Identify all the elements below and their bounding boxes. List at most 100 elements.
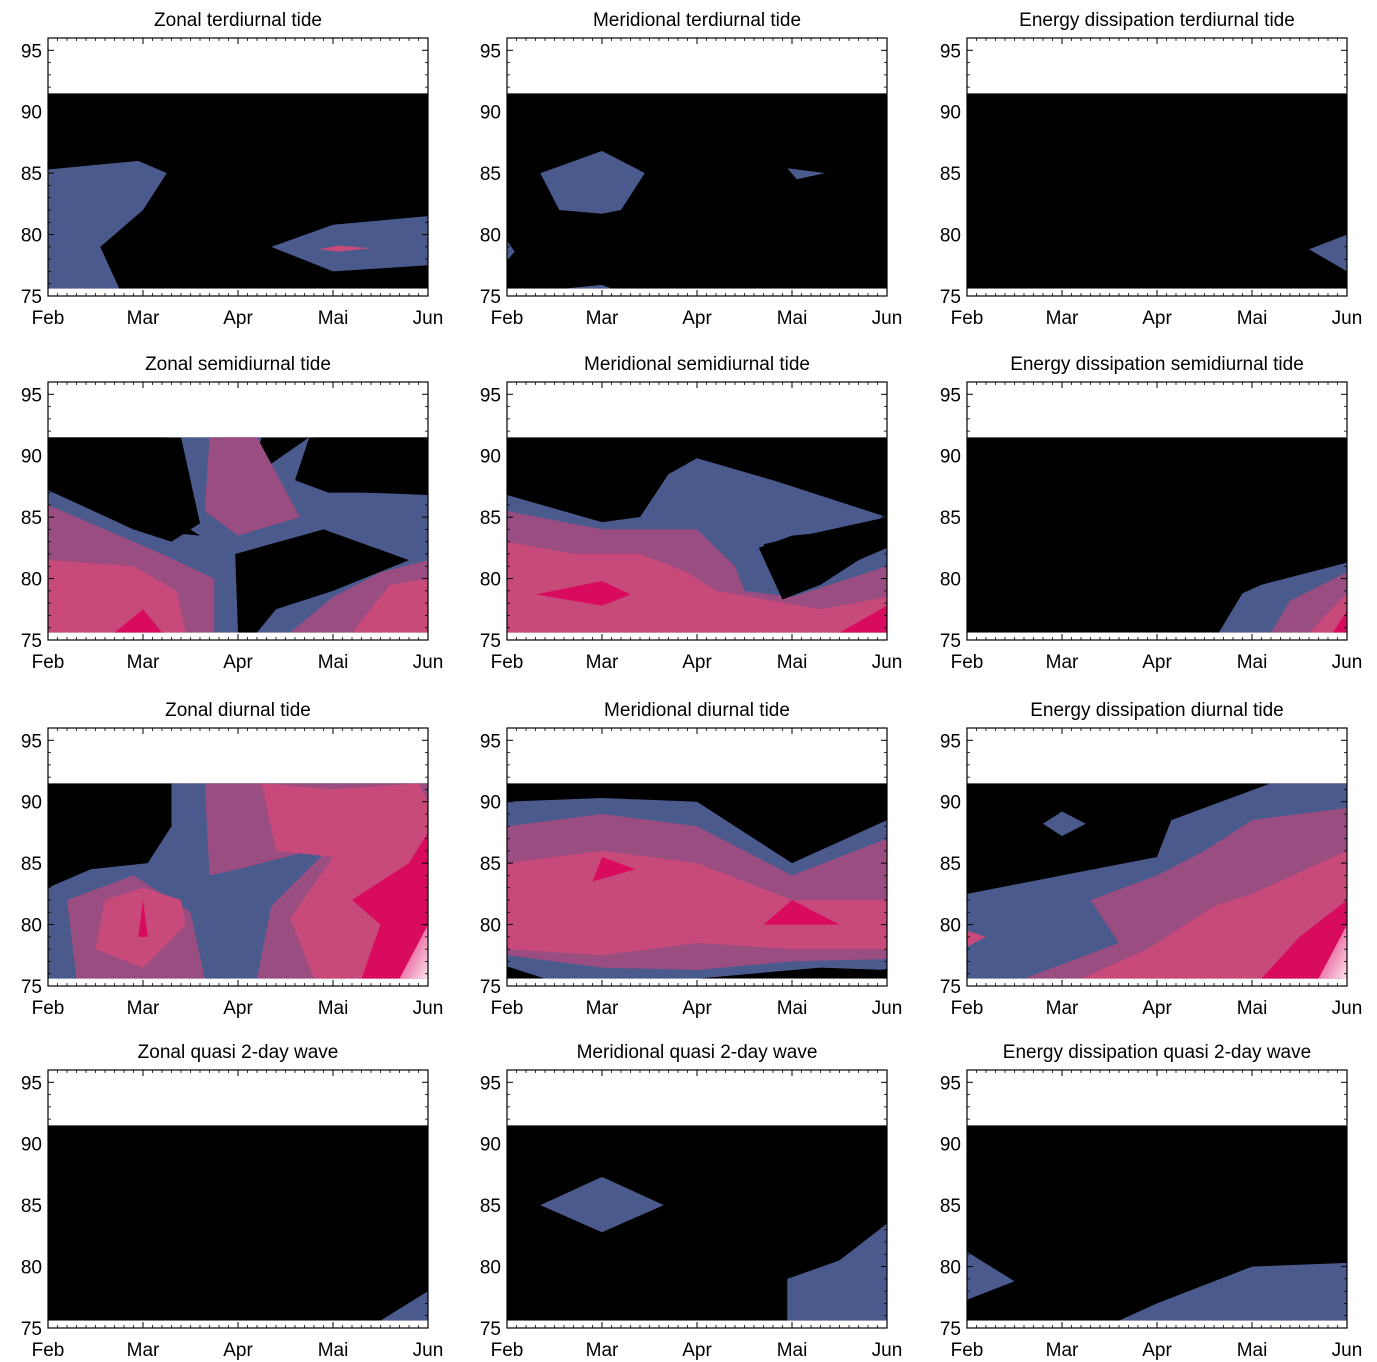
x-tick-label: Mai — [318, 308, 349, 329]
y-tick-label: 80 — [21, 1258, 42, 1279]
y-tick-label: 75 — [21, 287, 42, 308]
panel-title: Zonal semidiurnal tide — [145, 354, 331, 375]
x-tick-label: Apr — [223, 308, 253, 329]
x-tick-label: Mar — [586, 1340, 619, 1361]
y-tick-label: 85 — [480, 854, 501, 875]
x-tick-label: Feb — [491, 308, 524, 329]
y-tick-label: 90 — [480, 447, 501, 468]
x-tick-label: Jun — [413, 308, 444, 329]
x-tick-label: Mar — [586, 998, 619, 1019]
x-tick-label: Feb — [491, 998, 524, 1019]
x-tick-label: Apr — [682, 652, 712, 673]
panel-8: 75 80 85 90 95 Feb Mar Apr Mai Jun Meridional diur… — [480, 700, 902, 1019]
contour-region-magenta — [1332, 610, 1347, 633]
y-tick-label: 95 — [21, 731, 42, 752]
contour-region-blue — [1043, 811, 1086, 837]
x-tick-label: Apr — [223, 1340, 253, 1361]
x-tick-label: Apr — [1142, 308, 1172, 329]
contour-field — [967, 783, 1347, 979]
y-tick-label: 90 — [940, 793, 961, 814]
x-tick-label: Feb — [491, 652, 524, 673]
contour-region-magenta — [839, 605, 887, 633]
y-tick-label: 85 — [940, 1196, 961, 1217]
panel-7: 75 80 85 90 95 Feb Mar Apr Mai Jun Zonal diurnal t… — [21, 700, 443, 1019]
panel-title: Meridional semidiurnal tide — [584, 354, 810, 375]
x-tick-label: Feb — [491, 1340, 524, 1361]
x-tick-label: Mar — [1046, 308, 1079, 329]
panel-title: Zonal terdiurnal tide — [154, 10, 322, 31]
panel-title: Meridional quasi 2-day wave — [577, 1042, 818, 1063]
contour-region-magenta — [138, 900, 148, 937]
x-tick-label: Feb — [32, 998, 65, 1019]
x-tick-label: Mar — [586, 308, 619, 329]
x-tick-label: Jun — [1332, 1340, 1363, 1361]
y-tick-label: 95 — [21, 385, 42, 406]
y-tick-label: 95 — [940, 385, 961, 406]
x-tick-label: Mai — [777, 1340, 808, 1361]
y-tick-label: 95 — [480, 1073, 501, 1094]
y-tick-label: 80 — [940, 916, 961, 937]
y-tick-label: 90 — [21, 447, 42, 468]
x-tick-label: Jun — [413, 1340, 444, 1361]
y-tick-label: 80 — [940, 226, 961, 247]
panel-1: 75 80 85 90 95 Feb Mar Apr Mai Jun Zonal terdiurna… — [21, 10, 443, 329]
y-tick-label: 90 — [940, 1135, 961, 1156]
contour-region-pink — [967, 930, 986, 947]
y-tick-label: 85 — [480, 1196, 501, 1217]
contour-region-blue — [1309, 234, 1347, 272]
y-tick-label: 90 — [940, 447, 961, 468]
contour-field — [507, 437, 887, 633]
y-tick-label: 95 — [940, 41, 961, 62]
y-tick-label: 75 — [21, 631, 42, 652]
x-tick-label: Jun — [872, 652, 903, 673]
x-tick-label: Mai — [1237, 308, 1268, 329]
y-tick-label: 80 — [480, 1258, 501, 1279]
panel-title: Energy dissipation quasi 2-day wave — [1003, 1042, 1311, 1063]
y-tick-label: 85 — [940, 164, 961, 185]
contour-field — [48, 93, 428, 289]
x-tick-label: Apr — [223, 652, 253, 673]
x-tick-label: Apr — [1142, 998, 1172, 1019]
contour-region-blue — [540, 1176, 664, 1233]
y-tick-label: 80 — [940, 1258, 961, 1279]
contour-region-blue — [540, 151, 645, 214]
x-tick-label: Mar — [127, 1340, 160, 1361]
y-tick-label: 75 — [480, 977, 501, 998]
x-tick-label: Mai — [777, 308, 808, 329]
y-tick-label: 90 — [480, 1135, 501, 1156]
x-tick-label: Apr — [682, 998, 712, 1019]
y-tick-label: 90 — [21, 1135, 42, 1156]
y-tick-label: 75 — [940, 1319, 961, 1340]
contour-region-black — [758, 529, 868, 600]
x-tick-label: Apr — [1142, 652, 1172, 673]
x-tick-label: Mai — [1237, 652, 1268, 673]
contour-region-pink — [1309, 593, 1347, 633]
y-tick-label: 95 — [21, 41, 42, 62]
x-tick-label: Mar — [127, 652, 160, 673]
contour-region-magenta — [763, 900, 840, 925]
x-tick-label: Feb — [951, 998, 984, 1019]
y-tick-label: 90 — [940, 103, 961, 124]
x-tick-label: Mar — [586, 652, 619, 673]
panel-title: Zonal diurnal tide — [165, 700, 311, 721]
contour-field — [507, 93, 887, 289]
y-tick-label: 75 — [940, 287, 961, 308]
panel-title: Energy dissipation diurnal tide — [1030, 700, 1284, 721]
contour-field — [967, 437, 1347, 633]
panel-10: 75 80 85 90 95 Feb Mar Apr Mai Jun Zonal quasi 2-d… — [21, 1042, 443, 1361]
contour-region-magenta — [535, 581, 631, 606]
contour-field — [48, 783, 428, 979]
contour-region-magenta — [114, 609, 162, 633]
panel-title: Energy dissipation semidiurnal tide — [1010, 354, 1304, 375]
x-tick-label: Mai — [777, 652, 808, 673]
contour-field — [48, 1125, 428, 1321]
panel-5: 75 80 85 90 95 Feb Mar Apr Mai Jun Meridional semi… — [480, 354, 902, 673]
contour-field — [967, 93, 1347, 289]
y-tick-label: 80 — [480, 916, 501, 937]
contour-region-pink — [352, 578, 428, 633]
y-tick-label: 75 — [940, 631, 961, 652]
contour-region-light — [1318, 924, 1347, 979]
contour-region-blue — [380, 1291, 428, 1321]
x-tick-label: Mai — [777, 998, 808, 1019]
